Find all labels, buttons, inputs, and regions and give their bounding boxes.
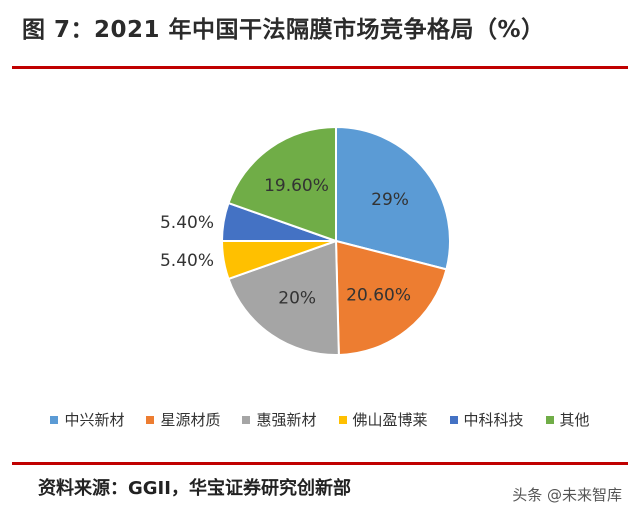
legend-label: 星源材质 bbox=[160, 411, 221, 429]
legend-swatch bbox=[338, 415, 347, 424]
pie-slice-2 bbox=[334, 239, 448, 356]
pie-label-2: 20.60% bbox=[346, 286, 411, 306]
legend-item-2: 星源材质 bbox=[146, 409, 220, 430]
chart-legend: 中兴新材 星源材质 惠强新材 佛山盈博莱 中科科技 其他 bbox=[0, 409, 640, 430]
legend-label: 惠强新材 bbox=[256, 411, 317, 429]
legend-label: 佛山盈博莱 bbox=[352, 411, 428, 429]
pie-label-4: 5.40% bbox=[160, 251, 214, 271]
pie-label-6: 19.60% bbox=[264, 176, 329, 196]
chart-title: 图 7：2021 年中国干法隔膜市场竞争格局（%） bbox=[22, 17, 545, 43]
legend-item-5: 中科科技 bbox=[449, 409, 524, 430]
footer-divider bbox=[12, 462, 628, 465]
legend-item-6: 其他 bbox=[545, 409, 590, 430]
legend-label: 其他 bbox=[559, 411, 590, 429]
watermark: 头条 @未来智库 bbox=[512, 486, 622, 504]
legend-swatch bbox=[50, 415, 59, 424]
legend-swatch bbox=[449, 415, 458, 424]
legend-item-3: 惠强新材 bbox=[242, 409, 317, 430]
title-divider bbox=[12, 66, 628, 69]
pie-label-3: 20% bbox=[278, 288, 316, 308]
legend-swatch bbox=[545, 415, 554, 424]
source-note: 资料来源：GGII，华宝证券研究创新部 bbox=[38, 478, 351, 499]
legend-item-4: 佛山盈博莱 bbox=[338, 409, 428, 430]
pie-slice-1 bbox=[335, 125, 451, 271]
pie-label-5: 5.40% bbox=[160, 213, 214, 233]
legend-item-1: 中兴新材 bbox=[50, 409, 124, 430]
legend-swatch bbox=[242, 415, 251, 424]
legend-label: 中科科技 bbox=[463, 411, 524, 429]
pie-slice-6 bbox=[227, 125, 337, 243]
pie-label-1: 29% bbox=[371, 190, 409, 210]
legend-swatch bbox=[146, 415, 155, 424]
pie-chart: 29% 20.60% 20% 5.40% 5.40% 19.60% bbox=[160, 125, 451, 356]
legend-label: 中兴新材 bbox=[64, 411, 125, 429]
